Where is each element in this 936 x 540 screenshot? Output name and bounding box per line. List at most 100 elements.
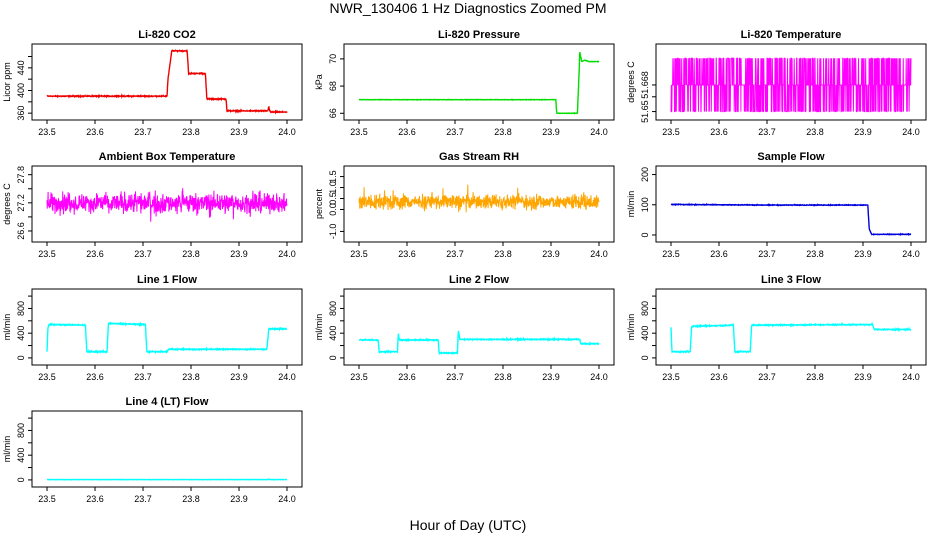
- x-tick-label: 23.6: [86, 494, 104, 504]
- x-tick-label: 23.8: [806, 372, 824, 382]
- x-tick-label: 23.6: [710, 372, 728, 382]
- series-line: [47, 478, 288, 481]
- x-tick-label: 23.6: [86, 372, 104, 382]
- y-tick-label: 0: [640, 232, 650, 237]
- series-line: [670, 57, 912, 113]
- x-tick-label: 24.0: [902, 127, 920, 137]
- x-tick-label: 23.7: [446, 127, 464, 137]
- panel-title: Li-820 CO2: [138, 29, 195, 41]
- y-tick-label: 1.5: [328, 170, 338, 183]
- y-axis-label: ml/min: [2, 314, 12, 341]
- x-tick-label: 23.8: [494, 127, 512, 137]
- x-tick-label: 23.5: [662, 372, 680, 382]
- panel-9: Line 3 Flow ml/min 23.5 23.6 23.7 23.8 23.9 24.…: [626, 274, 927, 382]
- y-tick-label: 400: [16, 83, 26, 98]
- y-axis-label: degrees C: [2, 183, 12, 225]
- x-tick-label: 24.0: [278, 127, 296, 137]
- x-tick-label: 23.6: [398, 372, 416, 382]
- y-tick-label: 440: [16, 60, 26, 75]
- y-tick-label: 0: [640, 355, 650, 360]
- x-tick-label: 23.7: [758, 372, 776, 382]
- y-axis-label: kPa: [314, 74, 324, 90]
- panel-title: Line 2 Flow: [449, 274, 509, 286]
- plot-frame: [31, 165, 303, 243]
- y-axis-label: ml/min: [314, 314, 324, 341]
- x-tick-label: 23.5: [350, 127, 368, 137]
- x-tick-label: 24.0: [590, 127, 608, 137]
- y-tick-label: 68: [328, 81, 338, 91]
- y-tick-label: 400: [640, 326, 650, 341]
- x-tick-label: 23.5: [38, 127, 56, 137]
- figure-title: NWR_130406 1 Hz Diagnostics Zoomed PM: [329, 0, 607, 16]
- x-tick-label: 23.8: [494, 372, 512, 382]
- series-line: [46, 321, 288, 355]
- x-tick-label: 23.9: [230, 249, 248, 259]
- panel-8: Line 2 Flow ml/min 23.5 23.6 23.7 23.8 23.9 24.…: [314, 274, 615, 382]
- plot-frame: [655, 43, 927, 121]
- y-tick-label: 200: [640, 167, 650, 182]
- x-tick-label: 23.7: [446, 372, 464, 382]
- y-axis-label: percent: [314, 188, 324, 219]
- series-line: [358, 52, 600, 115]
- y-axis-label: ml/min: [626, 314, 636, 341]
- y-tick-label: 51.668: [640, 71, 650, 99]
- x-tick-label: 23.7: [446, 249, 464, 259]
- y-tick-label: 0: [16, 355, 26, 360]
- y-tick-label: 66: [328, 108, 338, 118]
- y-tick-label: 400: [16, 326, 26, 341]
- plot-frame: [343, 165, 615, 243]
- y-tick-label: 360: [16, 106, 26, 121]
- x-tick-label: 23.7: [134, 249, 152, 259]
- x-tick-label: 24.0: [902, 372, 920, 382]
- panel-3: Li-820 Temperature degrees C 23.5 23.6 23.7 2…: [626, 29, 927, 137]
- panel-title: Line 1 Flow: [137, 274, 197, 286]
- panel-title: Ambient Box Temperature: [99, 151, 236, 163]
- panel-4: Ambient Box Temperature degrees C 23.5 23.6…: [2, 151, 303, 259]
- series-line: [358, 184, 600, 213]
- y-axis-label: degrees C: [626, 61, 636, 103]
- series-line: [670, 321, 912, 354]
- panel-title: Li-820 Pressure: [438, 29, 520, 41]
- x-tick-label: 23.8: [494, 249, 512, 259]
- x-tick-label: 23.6: [710, 249, 728, 259]
- x-tick-label: 23.5: [38, 249, 56, 259]
- y-tick-label: 27.8: [16, 166, 26, 184]
- x-tick-label: 23.9: [542, 372, 560, 382]
- series-line: [46, 49, 288, 115]
- panel-6: Sample Flow ml/min 23.5 23.6 23.7 23.8 23.9 24.…: [626, 151, 927, 259]
- x-tick-label: 23.9: [542, 249, 560, 259]
- x-tick-label: 23.6: [710, 127, 728, 137]
- plot-frame: [343, 288, 615, 366]
- plot-frame: [31, 43, 303, 121]
- x-tick-label: 24.0: [590, 249, 608, 259]
- y-tick-label: 0.0: [328, 203, 338, 216]
- x-tick-label: 23.8: [182, 372, 200, 382]
- plot-frame: [31, 410, 303, 488]
- x-tick-label: 23.7: [134, 127, 152, 137]
- plot-frame: [31, 288, 303, 366]
- panel-title: Line 3 Flow: [761, 274, 821, 286]
- panel-7: Line 1 Flow ml/min 23.5 23.6 23.7 23.8 23.9 24.…: [2, 274, 303, 382]
- x-tick-label: 24.0: [902, 249, 920, 259]
- panel-5: Gas Stream RH percent 23.5 23.6 23.7 23.8 23.9…: [314, 151, 615, 259]
- x-tick-label: 23.8: [182, 494, 200, 504]
- series-line: [358, 330, 600, 356]
- y-axis-label: ml/min: [626, 191, 636, 218]
- y-tick-label: 800: [16, 301, 26, 316]
- x-axis-label: Hour of Day (UTC): [409, 517, 527, 533]
- series-line: [670, 202, 912, 237]
- plot-frame: [655, 288, 927, 366]
- y-tick-label: 26.6: [16, 222, 26, 240]
- x-tick-label: 23.8: [182, 249, 200, 259]
- y-axis-label: Licor ppm: [2, 62, 12, 102]
- x-tick-label: 23.9: [230, 127, 248, 137]
- panel-title: Sample Flow: [757, 151, 825, 163]
- x-tick-label: 23.5: [662, 127, 680, 137]
- y-tick-label: 0.5: [328, 192, 338, 205]
- y-tick-label: 800: [16, 423, 26, 438]
- x-tick-label: 23.6: [398, 127, 416, 137]
- panel-1: Li-820 CO2 Licor ppm 23.5 23.6 23.7 23.8 23.9 2…: [2, 29, 303, 137]
- x-tick-label: 23.7: [134, 372, 152, 382]
- x-tick-label: 23.9: [854, 127, 872, 137]
